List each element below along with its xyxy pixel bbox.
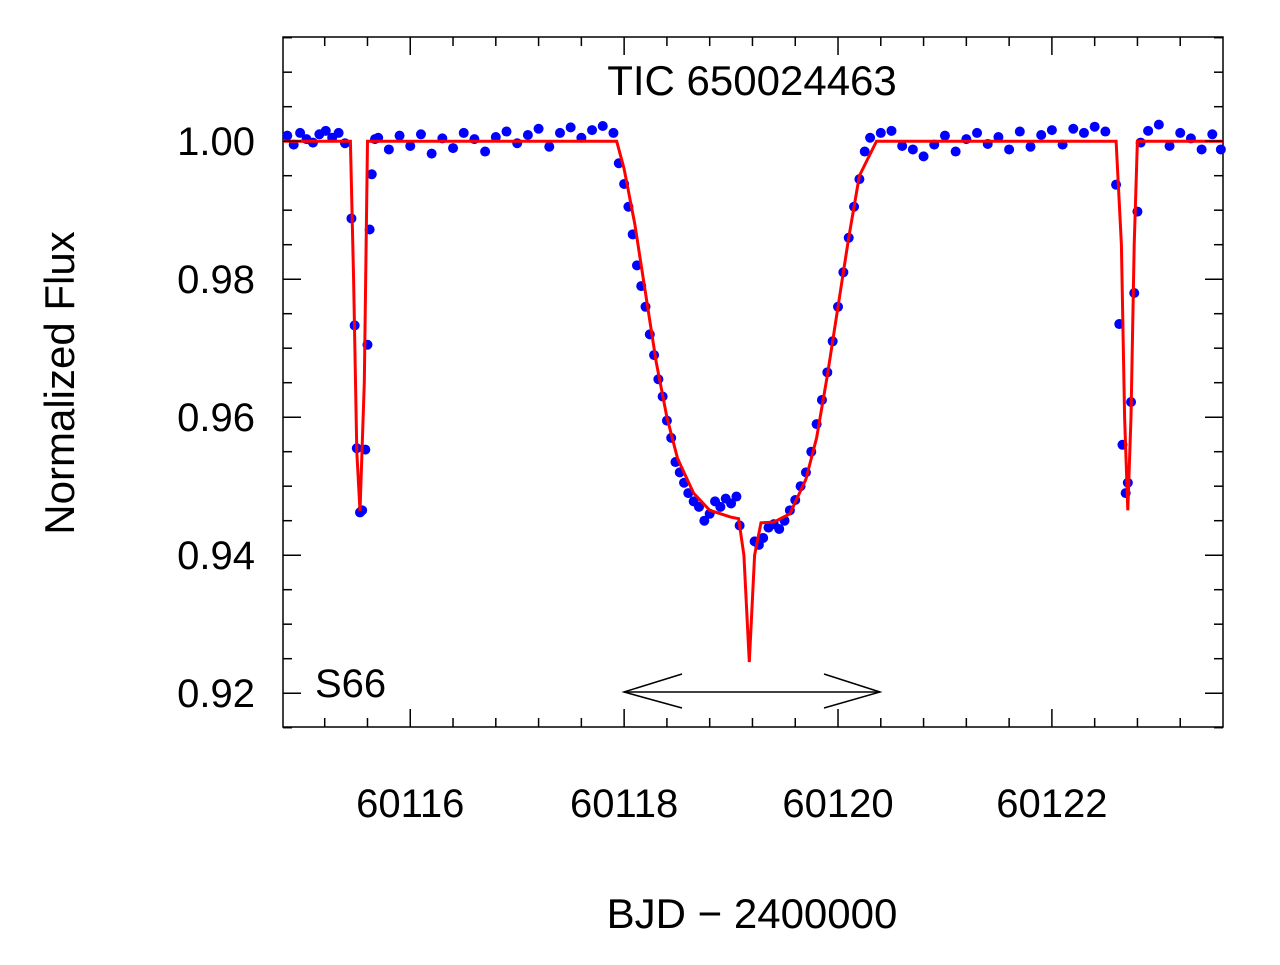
- data-point: [950, 146, 961, 157]
- data-point: [544, 141, 555, 152]
- data-point: [1078, 127, 1089, 138]
- x-tick-label: 60118: [570, 782, 678, 826]
- annotation: S66: [315, 662, 386, 706]
- data-point: [1089, 121, 1100, 132]
- y-axis-label: Normalized Flux: [36, 231, 83, 534]
- data-point: [597, 121, 608, 132]
- data-point: [758, 532, 769, 543]
- data-point: [859, 146, 870, 157]
- data-point: [383, 144, 394, 155]
- data-point: [1196, 144, 1207, 155]
- data-point: [1153, 119, 1164, 130]
- y-tick-label: 0.98: [177, 258, 255, 302]
- data-point: [295, 127, 306, 138]
- data-point: [918, 151, 929, 162]
- y-tick-label: 1.00: [177, 120, 255, 164]
- data-point: [320, 125, 331, 136]
- data-point: [875, 127, 886, 138]
- chart-title: TIC 650024463: [607, 57, 897, 104]
- data-point: [1164, 141, 1175, 152]
- data-point: [1014, 126, 1025, 137]
- data-point: [415, 129, 426, 140]
- data-point: [774, 523, 785, 534]
- data-point: [426, 148, 437, 159]
- data-point: [458, 127, 469, 138]
- x-axis-label: BJD − 2400000: [607, 890, 898, 937]
- data-point: [693, 501, 704, 512]
- data-point: [1175, 127, 1186, 138]
- data-point: [865, 132, 876, 143]
- data-point: [1046, 125, 1057, 136]
- data-point: [731, 491, 742, 502]
- y-tick-label: 0.96: [177, 396, 255, 440]
- y-tick-label: 0.92: [177, 672, 255, 716]
- arrow: [621, 673, 883, 709]
- data-point: [333, 127, 344, 138]
- data-point: [282, 130, 293, 141]
- data-point: [1036, 129, 1047, 140]
- data-point: [480, 146, 491, 157]
- data-point: [1068, 123, 1079, 134]
- x-tick-label: 60120: [782, 782, 893, 826]
- data-point: [1207, 129, 1218, 140]
- marks: [282, 119, 1226, 663]
- data-point: [394, 130, 405, 141]
- data-point: [522, 129, 533, 140]
- data-point: [608, 127, 619, 138]
- data-point: [1100, 126, 1111, 137]
- x-tick-label: 60116: [356, 782, 464, 826]
- data-point: [533, 123, 544, 134]
- y-tick-label: 0.94: [177, 534, 255, 578]
- data-point: [490, 132, 501, 143]
- data-point: [565, 122, 576, 133]
- data-point: [993, 132, 1004, 143]
- data-point: [366, 169, 377, 180]
- data-point: [1143, 125, 1154, 136]
- data-point: [448, 143, 459, 154]
- data-point: [886, 125, 897, 136]
- model-line: [283, 139, 1223, 663]
- data-point: [726, 498, 737, 509]
- data-point: [405, 141, 416, 152]
- data-point: [715, 501, 726, 512]
- data-point: [939, 130, 950, 141]
- data-point: [1004, 144, 1015, 155]
- data-point: [1025, 141, 1036, 152]
- data-point: [587, 125, 598, 136]
- data-point: [907, 144, 918, 155]
- data-point: [699, 515, 710, 526]
- x-tick-label: 60122: [996, 782, 1107, 826]
- data-point: [1215, 144, 1226, 155]
- data-point: [554, 127, 565, 138]
- data-point: [501, 126, 512, 137]
- data-point: [972, 127, 983, 138]
- data-point: [897, 141, 908, 152]
